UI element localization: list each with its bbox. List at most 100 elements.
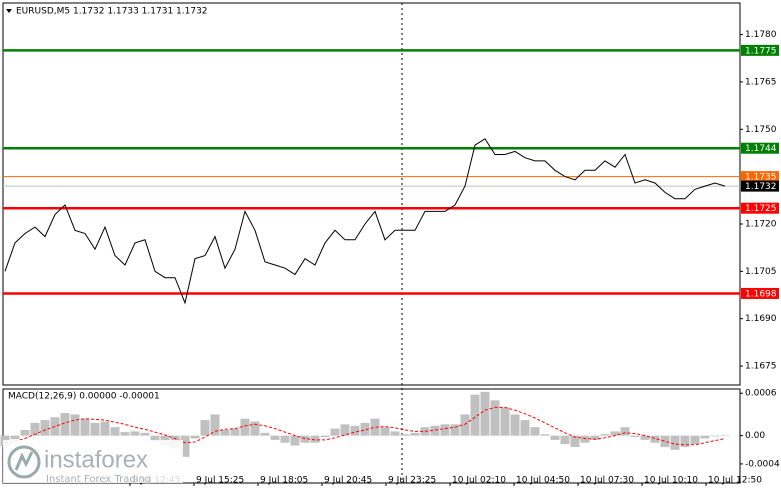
macd-bar xyxy=(590,435,600,440)
macd-bar xyxy=(220,429,230,436)
x-tick-label: 10 Jul 07:30 xyxy=(580,476,634,486)
level-label-box xyxy=(741,287,779,299)
y-tick-label: 1.1690 xyxy=(745,314,777,324)
macd-bar xyxy=(540,434,550,436)
macd-bar xyxy=(490,400,500,436)
macd-bar xyxy=(110,427,120,436)
macd-bar xyxy=(690,435,700,445)
macd-bar xyxy=(190,435,200,439)
y-tick-label: 1.1720 xyxy=(745,219,777,229)
macd-bar xyxy=(180,435,190,457)
macd-bar xyxy=(460,414,470,436)
x-tick-label: 10 Jul 12:50 xyxy=(708,476,762,486)
macd-bar xyxy=(700,435,710,439)
macd-bar xyxy=(40,420,50,436)
level-label: 1.1725 xyxy=(745,204,777,214)
macd-bar xyxy=(610,431,620,436)
x-tick-label: 9 Jul 20:45 xyxy=(324,476,372,486)
macd-bar xyxy=(550,435,560,440)
macd-bar xyxy=(230,428,240,436)
macd-bar xyxy=(20,429,30,436)
macd-bar xyxy=(140,432,150,436)
macd-bar xyxy=(380,427,390,436)
level-label: 1.1775 xyxy=(745,46,777,56)
level-label-box xyxy=(741,44,779,56)
macd-bar xyxy=(660,435,670,447)
x-tick-label: 9 Jul 23:25 xyxy=(388,476,436,486)
logo-name: instaforex xyxy=(44,446,148,473)
macd-bar xyxy=(30,422,40,436)
level-label: 1.1698 xyxy=(745,289,777,299)
macd-bar xyxy=(90,422,100,436)
y-tick-label: 0.00 xyxy=(745,431,765,441)
plot-layer: 1.1780 1.1765 1.1750 1.1720 1.1705 1.1690 1.16… xyxy=(0,30,780,486)
macd-bar xyxy=(340,424,350,436)
macd-bar xyxy=(650,435,660,443)
macd-bar xyxy=(670,435,680,450)
macd-bar xyxy=(100,421,110,436)
macd-bar xyxy=(350,425,360,436)
macd-bar xyxy=(360,422,370,436)
x-tick-label: 10 Jul 10:10 xyxy=(644,476,698,486)
macd-bar xyxy=(480,391,490,436)
main-panel xyxy=(2,2,741,386)
macd-bar xyxy=(710,435,720,437)
chart-title: EURUSD,M5 1.1732 1.1733 1.1731 1.1732 xyxy=(16,7,208,17)
y-tick-label: 1.1780 xyxy=(745,30,777,40)
macd-bar xyxy=(530,427,540,436)
x-tick-label: 10 Jul 04:50 xyxy=(516,476,570,486)
level-label-box xyxy=(741,171,779,183)
symbol-arrow xyxy=(6,9,12,13)
signal-line xyxy=(4,406,726,446)
macd-bar xyxy=(330,428,340,436)
macd-bar xyxy=(630,435,640,438)
macd-bar xyxy=(680,435,690,447)
macd-bar xyxy=(520,420,530,436)
y-tick-label: 1.1750 xyxy=(745,125,777,135)
x-tick-label: 9 Jul 18:05 xyxy=(260,476,308,486)
y-tick-label: 1.1675 xyxy=(745,362,777,372)
macd-bar xyxy=(720,435,730,437)
macd-bar xyxy=(600,434,610,436)
macd-bar xyxy=(410,432,420,436)
macd-bar xyxy=(60,413,70,436)
macd-bar xyxy=(430,425,440,436)
macd-bar xyxy=(400,434,410,436)
macd-bar xyxy=(470,394,480,436)
price-line xyxy=(4,138,726,305)
level-label-box xyxy=(741,202,779,214)
macd-bar xyxy=(640,435,650,440)
macd-bar xyxy=(260,432,270,436)
macd-bar xyxy=(80,418,90,436)
macd-bar xyxy=(150,435,160,442)
macd-bar xyxy=(120,432,130,436)
macd-bar xyxy=(130,431,140,436)
macd-title: MACD(12,26,9) 0.00000 -0.00001 xyxy=(8,392,160,402)
macd-bar xyxy=(240,418,250,436)
macd-bar xyxy=(200,420,210,436)
macd-bar xyxy=(290,435,300,446)
x-tick-label: 10 Jul 02:10 xyxy=(452,476,506,486)
macd-bar xyxy=(510,414,520,436)
y-tick-label: 1.1765 xyxy=(745,77,777,87)
macd-bar xyxy=(300,435,310,443)
macd-bar xyxy=(420,427,430,436)
macd-bar xyxy=(210,414,220,436)
y-tick-label: 0.0006 xyxy=(745,389,777,399)
x-tick-label: 9 Jul 15:25 xyxy=(196,476,244,486)
logo-tagline: Instant Forex Trading xyxy=(46,474,151,485)
macd-bar xyxy=(70,414,80,436)
y-tick-label: -0.0004 xyxy=(745,459,780,469)
macd-bar xyxy=(320,435,330,438)
macd-bar xyxy=(440,424,450,436)
last-price-box xyxy=(741,180,779,192)
macd-bar xyxy=(500,407,510,436)
macd-bar xyxy=(370,418,380,436)
logo-icon-mark xyxy=(14,451,34,471)
macd-bar xyxy=(450,424,460,436)
last-price-label: 1.1732 xyxy=(745,182,777,192)
macd-bar xyxy=(560,435,570,445)
logo: instaforex Instant Forex Trading xyxy=(3,440,183,485)
level-label: 1.1735 xyxy=(745,173,777,183)
